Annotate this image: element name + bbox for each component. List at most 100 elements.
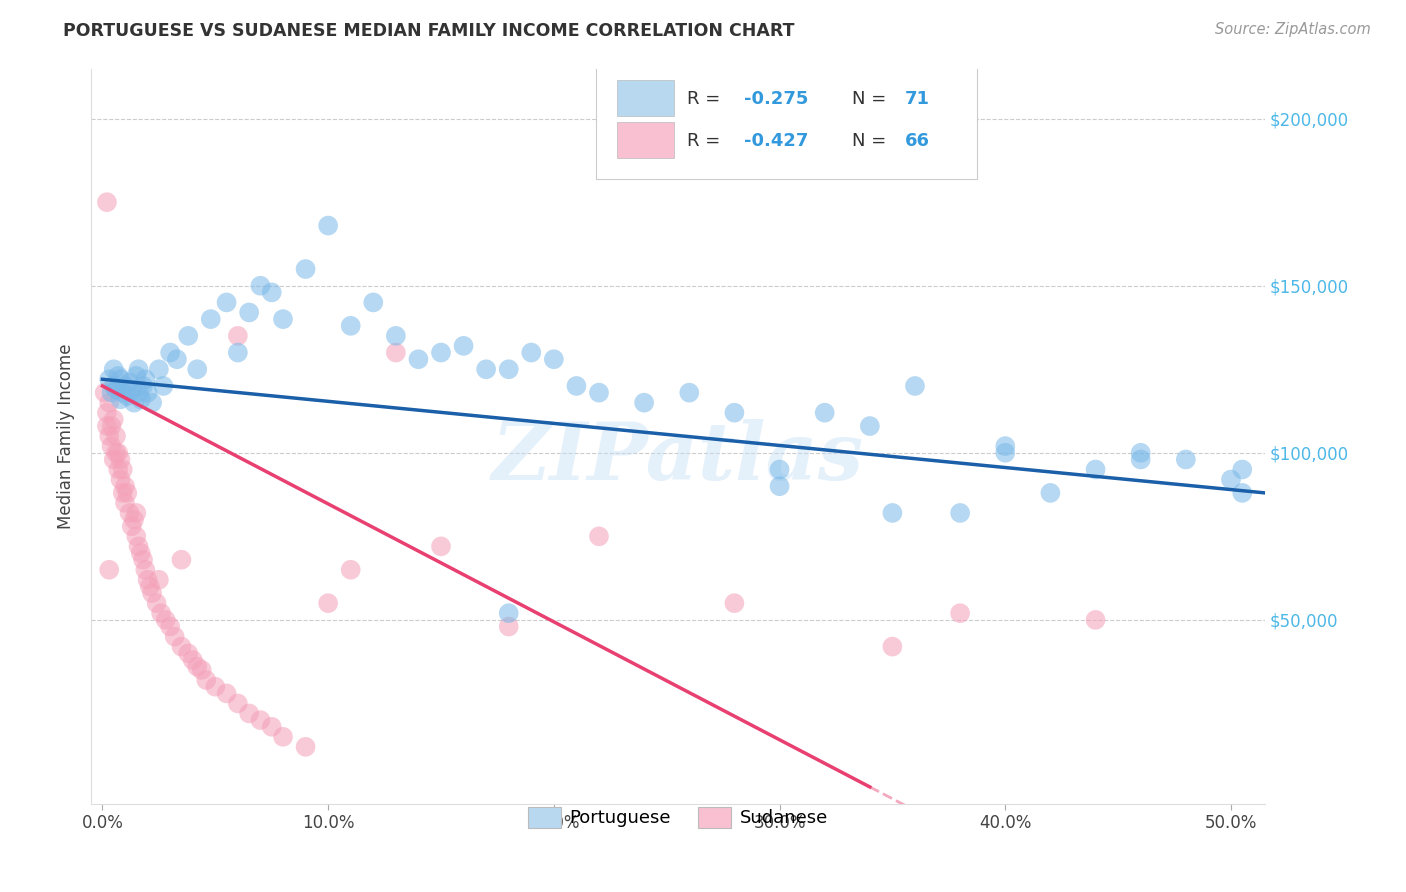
Point: [111, 486, 134, 500]
Point: [96, 406, 118, 420]
Point: [170, 640, 193, 654]
Point: [994, 439, 1017, 453]
Point: [98, 372, 121, 386]
Point: [882, 640, 904, 654]
Point: [453, 339, 475, 353]
Point: [226, 329, 249, 343]
Point: [316, 219, 339, 233]
Point: [136, 385, 159, 400]
Point: [271, 312, 294, 326]
Point: [633, 395, 655, 409]
Point: [588, 529, 610, 543]
Point: [177, 329, 200, 343]
Point: [226, 697, 249, 711]
Point: [1084, 613, 1107, 627]
FancyBboxPatch shape: [617, 122, 675, 158]
Point: [238, 305, 260, 319]
Point: [104, 429, 127, 443]
Legend: Portuguese, Sudanese: Portuguese, Sudanese: [520, 800, 835, 835]
Point: [155, 613, 177, 627]
Point: [1232, 462, 1254, 476]
Text: R =: R =: [688, 131, 727, 150]
Text: 66: 66: [904, 131, 929, 150]
Point: [543, 352, 565, 367]
Point: [103, 452, 125, 467]
Point: [98, 429, 121, 443]
Point: [100, 385, 122, 400]
Point: [134, 372, 156, 386]
Point: [114, 496, 136, 510]
Point: [768, 462, 790, 476]
Point: [141, 395, 163, 409]
Point: [148, 573, 170, 587]
Point: [520, 345, 543, 359]
Point: [190, 663, 212, 677]
Point: [141, 586, 163, 600]
Point: [238, 706, 260, 721]
Point: [498, 619, 520, 633]
Point: [111, 385, 134, 400]
Point: [204, 680, 226, 694]
Point: [904, 379, 927, 393]
Point: [118, 376, 141, 390]
Point: [588, 385, 610, 400]
Y-axis label: Median Family Income: Median Family Income: [58, 343, 75, 529]
FancyBboxPatch shape: [596, 65, 977, 178]
Point: [1220, 473, 1243, 487]
Point: [114, 479, 136, 493]
Point: [93, 385, 115, 400]
Point: [294, 739, 316, 754]
Point: [134, 563, 156, 577]
Point: [100, 439, 122, 453]
Point: [107, 446, 129, 460]
Point: [114, 379, 136, 393]
Point: [100, 419, 122, 434]
Point: [107, 368, 129, 383]
Point: [294, 262, 316, 277]
Point: [249, 713, 271, 727]
Point: [723, 596, 745, 610]
Point: [200, 312, 222, 326]
Text: -0.275: -0.275: [744, 90, 808, 108]
Point: [882, 506, 904, 520]
Point: [1129, 452, 1152, 467]
Point: [128, 540, 150, 554]
Point: [949, 606, 972, 620]
Point: [339, 318, 361, 333]
Point: [408, 352, 430, 367]
Point: [430, 540, 453, 554]
Point: [139, 579, 162, 593]
Point: [565, 379, 588, 393]
Point: [475, 362, 498, 376]
Point: [104, 446, 127, 460]
Point: [215, 295, 238, 310]
Point: [361, 295, 384, 310]
Point: [110, 372, 132, 386]
Point: [859, 419, 882, 434]
Point: [111, 462, 134, 476]
Point: [110, 473, 132, 487]
Point: [186, 362, 208, 376]
Point: [385, 329, 408, 343]
Point: [103, 412, 125, 426]
Text: N =: N =: [852, 90, 891, 108]
Text: -0.427: -0.427: [744, 131, 808, 150]
Point: [994, 446, 1017, 460]
Point: [814, 406, 837, 420]
Point: [121, 519, 143, 533]
Point: [316, 596, 339, 610]
Text: R =: R =: [688, 90, 727, 108]
Point: [129, 392, 152, 407]
Point: [132, 552, 155, 566]
Point: [125, 506, 148, 520]
Point: [249, 278, 271, 293]
Point: [118, 506, 141, 520]
Point: [723, 406, 745, 420]
Point: [163, 630, 186, 644]
Point: [98, 395, 121, 409]
Text: PORTUGUESE VS SUDANESE MEDIAN FAMILY INCOME CORRELATION CHART: PORTUGUESE VS SUDANESE MEDIAN FAMILY INC…: [63, 22, 794, 40]
Point: [1129, 446, 1152, 460]
Point: [148, 362, 170, 376]
Text: N =: N =: [852, 131, 891, 150]
Point: [186, 659, 208, 673]
